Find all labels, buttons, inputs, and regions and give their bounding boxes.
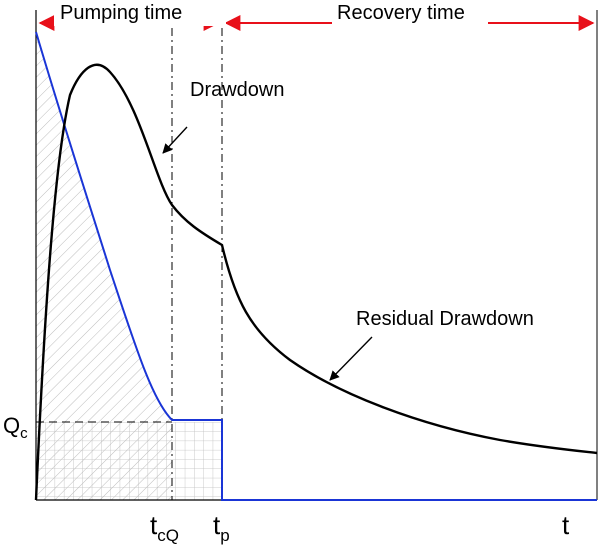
- grid-area: [36, 422, 222, 500]
- discharge-curve: [35, 31, 597, 501]
- tp-label: tp: [213, 510, 230, 545]
- residual-drawdown-label: Residual Drawdown: [356, 308, 534, 330]
- recovery-time-label: Recovery time: [337, 2, 465, 24]
- drawdown-label: Drawdown: [190, 79, 284, 101]
- tcq-label: tcQ: [150, 510, 179, 545]
- pumping-time-label: Pumping time: [60, 2, 182, 24]
- qc-label: Qc: [3, 413, 28, 442]
- drawdown-pointer: [162, 126, 188, 154]
- t-label: t: [562, 510, 570, 540]
- hatched-area: [36, 32, 172, 500]
- residual-pointer: [329, 336, 373, 381]
- drawdown-curve: [34, 63, 598, 501]
